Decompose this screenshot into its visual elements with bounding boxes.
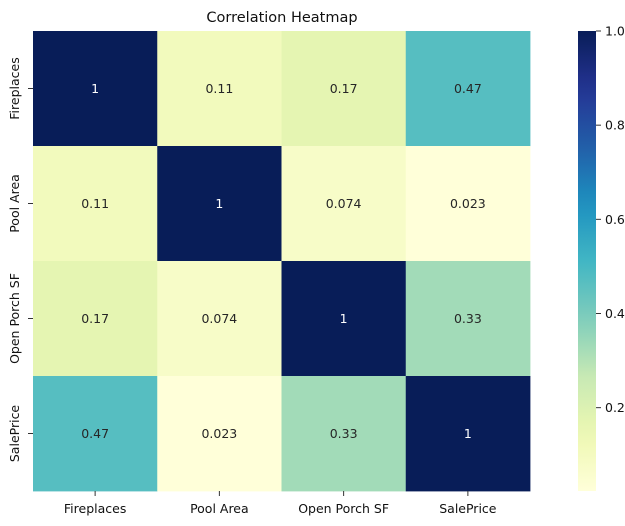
- heatmap-cell: [405, 261, 531, 377]
- cell-value-label: 0.11: [205, 81, 233, 96]
- heatmap-cell: [281, 261, 407, 377]
- colorbar-gradient: [578, 31, 596, 491]
- heatmap-cell: [405, 376, 531, 492]
- colorbar-tick-label: 0.6: [605, 212, 625, 227]
- y-axis: Fireplaces Pool Area Open Porch SF SalePric…: [7, 57, 33, 462]
- cell-value-label: 1: [464, 426, 472, 441]
- cell-value-label: 1: [340, 311, 348, 326]
- cell-value-label: 0.47: [454, 81, 482, 96]
- heatmap-cell: [33, 146, 158, 262]
- heatmap-cell-labels: 1 0.11 0.17 0.47 0.11 1 0.074 0.023 0.17 0.074 1 0.…: [81, 81, 486, 441]
- heatmap-cell: [33, 261, 158, 377]
- heatmap-cell: [33, 31, 158, 147]
- x-axis: Fireplaces Pool Area Open Porch SF SalePric…: [64, 491, 497, 516]
- colorbar-tick-label: 0.8: [605, 118, 625, 133]
- x-tick-label: Open Porch SF: [298, 501, 389, 516]
- y-tick-label: Pool Area: [7, 174, 22, 233]
- cell-value-label: 0.33: [454, 311, 482, 326]
- colorbar-tick-label: 1.0: [605, 24, 625, 39]
- cell-value-label: 0.023: [450, 196, 486, 211]
- colorbar-tick-label: 0.4: [605, 306, 625, 321]
- x-tick-label: Pool Area: [190, 501, 249, 516]
- cell-value-label: 1: [91, 81, 99, 96]
- cell-value-label: 0.17: [330, 81, 358, 96]
- heatmap-cell: [281, 31, 407, 147]
- heatmap-cell: [33, 376, 158, 492]
- colorbar: 0.2 0.4 0.6 0.8 1.0: [578, 24, 625, 491]
- heatmap-cell: [157, 261, 282, 377]
- chart-title: Correlation Heatmap: [206, 10, 357, 26]
- heatmap-cell: [281, 146, 407, 262]
- heatmap-cells: [33, 31, 531, 492]
- cell-value-label: 0.47: [81, 426, 109, 441]
- cell-value-label: 0.074: [326, 196, 362, 211]
- heatmap-cell: [157, 31, 282, 147]
- heatmap-cell: [281, 376, 407, 492]
- x-tick-label: SalePrice: [439, 501, 497, 516]
- heatmap-cell: [157, 146, 282, 262]
- x-tick-label: Fireplaces: [64, 501, 126, 516]
- y-tick-label: Open Porch SF: [7, 273, 22, 364]
- cell-value-label: 1: [215, 196, 223, 211]
- cell-value-label: 0.023: [201, 426, 237, 441]
- colorbar-ticks: 0.2 0.4 0.6 0.8 1.0: [596, 24, 625, 415]
- y-tick-label: Fireplaces: [7, 57, 22, 119]
- heatmap-cell: [405, 31, 531, 147]
- colorbar-tick-label: 0.2: [605, 400, 625, 415]
- cell-value-label: 0.11: [81, 196, 109, 211]
- cell-value-label: 0.33: [330, 426, 358, 441]
- heatmap-cell: [157, 376, 282, 492]
- cell-value-label: 0.17: [81, 311, 109, 326]
- y-tick-label: SalePrice: [7, 405, 22, 463]
- cell-value-label: 0.074: [201, 311, 237, 326]
- heatmap-cell: [405, 146, 531, 262]
